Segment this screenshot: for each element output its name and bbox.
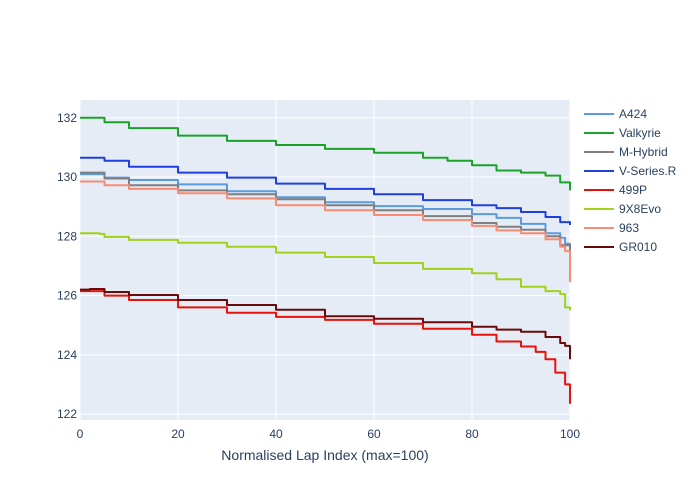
legend-item[interactable]: A424 — [584, 107, 647, 121]
x-tick-label: 100 — [560, 427, 580, 441]
series-line-v-series-r — [80, 156, 571, 225]
y-tick-label: 124 — [57, 348, 77, 362]
y-tick-label: 126 — [57, 289, 77, 303]
y-axis-ticks: 122 124 126 128 130 132 — [57, 111, 77, 421]
series-layer — [80, 116, 571, 404]
legend-label: Valkyrie — [619, 126, 661, 140]
legend-item[interactable]: V-Series.R — [584, 164, 677, 178]
y-tick-label: 130 — [57, 170, 77, 184]
legend-item[interactable]: GR010 — [584, 240, 657, 254]
legend-label: GR010 — [619, 240, 657, 254]
series-line-9x8evo — [80, 232, 571, 311]
legend-label: 499P — [619, 183, 647, 197]
x-tick-label: 0 — [77, 427, 84, 441]
x-tick-label: 20 — [171, 427, 185, 441]
legend-label: A424 — [619, 107, 647, 121]
legend-item[interactable]: 9X8Evo — [584, 202, 661, 216]
y-tick-label: 128 — [57, 229, 77, 243]
x-tick-label: 40 — [269, 427, 283, 441]
legend-label: M-Hybrid — [619, 145, 668, 159]
x-axis-title: Normalised Lap Index (max=100) — [221, 447, 428, 463]
legend-label: 963 — [619, 221, 639, 235]
series-line-gr010 — [80, 288, 571, 360]
legend-item[interactable]: M-Hybrid — [584, 145, 668, 159]
legend-label: V-Series.R — [619, 164, 677, 178]
legend-label: 9X8Evo — [619, 202, 661, 216]
series-line-valkyrie — [80, 116, 571, 191]
plot-background — [80, 100, 570, 420]
x-tick-label: 80 — [465, 427, 479, 441]
x-axis-ticks: 0 20 40 60 80 100 — [77, 427, 581, 441]
x-tick-label: 60 — [367, 427, 381, 441]
legend-item[interactable]: Valkyrie — [584, 126, 661, 140]
legend[interactable]: A424 Valkyrie M-Hybrid V-Series.R 499P 9X8Evo… — [584, 107, 677, 254]
y-tick-label: 132 — [57, 111, 77, 125]
series-line-963 — [80, 180, 571, 283]
series-line-a424 — [80, 173, 571, 253]
series-line-499p — [80, 290, 571, 404]
y-tick-label: 122 — [57, 407, 77, 421]
legend-item[interactable]: 499P — [584, 183, 647, 197]
legend-item[interactable]: 963 — [584, 221, 639, 235]
